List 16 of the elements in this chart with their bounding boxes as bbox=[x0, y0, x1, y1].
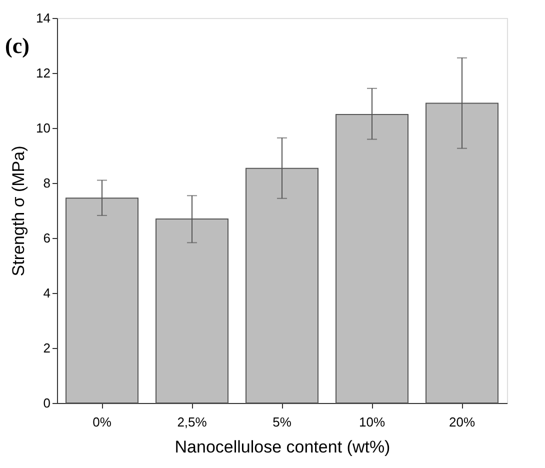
y-tick-label: 12 bbox=[36, 66, 50, 80]
y-tick-label: 0 bbox=[43, 396, 50, 410]
text: (c) bbox=[5, 33, 30, 58]
x-tick-label: 10% bbox=[358, 414, 386, 430]
y-axis-title: Strength σ (MPa) bbox=[9, 146, 28, 276]
x-axis-title: Nanocellulose content (wt%) bbox=[174, 438, 390, 456]
x-tick-label: 2,5% bbox=[177, 414, 208, 430]
x-tick-label: 0% bbox=[92, 414, 112, 430]
y-tick-label: 6 bbox=[43, 230, 50, 246]
y-tick-label: 4 bbox=[43, 286, 50, 300]
x-tick-label: 5% bbox=[272, 414, 292, 430]
y-tick-label: 10 bbox=[36, 120, 50, 136]
y-tick-label: 2 bbox=[43, 340, 50, 356]
y-tick-label: 14 bbox=[36, 10, 50, 26]
y-tick-label: 8 bbox=[43, 176, 50, 190]
x-tick-label: 20% bbox=[448, 414, 476, 430]
